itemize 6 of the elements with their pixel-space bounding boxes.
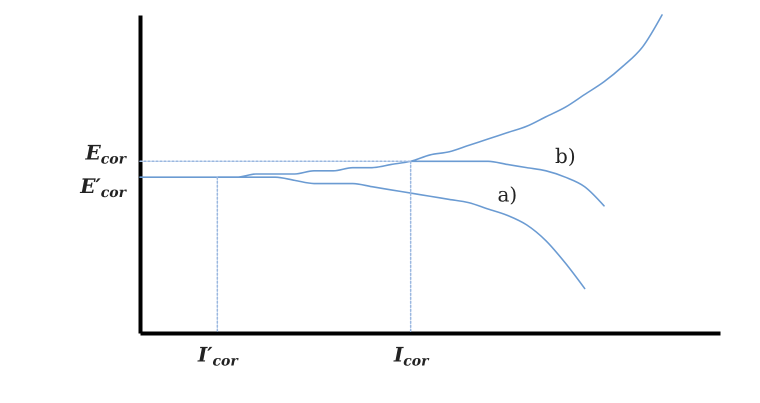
annotation: a) — [497, 182, 518, 206]
annotation: b) — [555, 144, 576, 168]
x-tick-label: I$_{cor}$ — [392, 342, 430, 370]
text: E$_{cor}$ — [84, 140, 128, 168]
text: E′$_{cor}$ — [79, 174, 128, 202]
x-tick-label: I′$_{cor}$ — [196, 342, 240, 370]
